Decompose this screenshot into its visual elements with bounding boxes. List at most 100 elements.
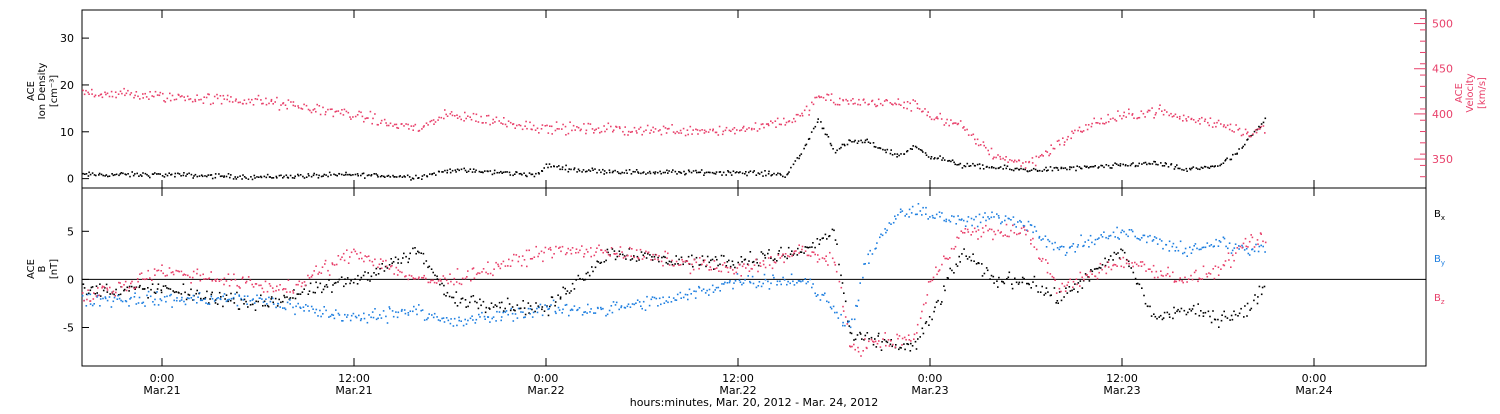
data-point [536, 311, 539, 314]
data-point [723, 255, 725, 257]
data-point [266, 290, 269, 293]
data-point [299, 293, 302, 295]
data-point [110, 90, 113, 93]
data-point [1262, 245, 1264, 248]
data-point [672, 131, 675, 133]
data-point [341, 173, 343, 176]
data-point [1210, 244, 1213, 246]
data-point [423, 174, 426, 176]
data-point [395, 123, 398, 126]
data-point [637, 171, 639, 173]
data-point [890, 223, 892, 225]
data-point [829, 142, 832, 145]
data-point [166, 97, 169, 100]
data-point [1263, 285, 1266, 288]
data-point [921, 327, 924, 330]
data-point [1029, 224, 1032, 226]
data-point [243, 295, 246, 297]
data-point [723, 262, 726, 264]
data-point [780, 283, 782, 286]
data-point [549, 125, 551, 127]
data-point [84, 173, 86, 175]
data-point [192, 294, 195, 297]
data-point [884, 332, 886, 334]
data-point [421, 309, 424, 311]
data-point [1009, 168, 1011, 171]
data-point [687, 133, 689, 136]
data-point [1109, 255, 1112, 257]
data-point [734, 132, 736, 135]
data-point [1007, 161, 1009, 163]
data-point [637, 172, 640, 174]
data-point [172, 271, 174, 273]
data-point [541, 124, 544, 126]
data-point [1041, 153, 1043, 156]
data-point [567, 170, 570, 173]
data-point [232, 296, 235, 299]
data-point [678, 258, 680, 261]
data-point [192, 270, 195, 273]
data-point [245, 177, 247, 179]
data-point [1049, 294, 1052, 297]
data-point [602, 307, 604, 310]
data-point [243, 298, 246, 301]
data-point [169, 92, 171, 95]
data-point [1145, 270, 1147, 272]
data-point [600, 261, 603, 264]
data-point [707, 171, 710, 174]
data-point [1030, 224, 1033, 227]
data-point [379, 258, 382, 260]
data-point [745, 171, 747, 173]
data-point [308, 174, 310, 177]
data-point [469, 168, 472, 170]
data-point [660, 172, 662, 175]
data-point [1123, 230, 1125, 233]
data-point [1100, 117, 1102, 120]
data-point [341, 256, 343, 258]
data-point [1011, 159, 1013, 162]
data-point [684, 293, 687, 296]
data-point [826, 238, 828, 240]
data-point [1177, 167, 1179, 170]
data-point [666, 257, 668, 259]
data-point [638, 301, 641, 303]
data-point [678, 132, 680, 134]
data-point [1062, 137, 1064, 139]
data-point [195, 292, 197, 295]
data-point [924, 108, 926, 110]
data-point [337, 110, 340, 112]
data-point [848, 325, 851, 327]
data-point [333, 317, 336, 320]
data-point [1257, 128, 1259, 130]
data-point [196, 289, 198, 292]
data-point [686, 260, 689, 262]
data-point [848, 320, 850, 323]
data-point [554, 301, 557, 303]
data-point [227, 273, 230, 275]
data-point [393, 176, 395, 178]
data-point [1244, 305, 1246, 307]
data-point [578, 170, 581, 172]
data-point [757, 172, 760, 174]
data-point [741, 265, 744, 268]
data-point [925, 321, 928, 323]
data-point [910, 110, 913, 112]
data-point [94, 94, 97, 97]
data-point [957, 215, 959, 217]
data-point [527, 302, 530, 304]
data-point [173, 291, 176, 294]
data-point [230, 292, 232, 295]
data-point [570, 308, 573, 311]
data-point [1231, 254, 1234, 257]
data-point [303, 281, 306, 283]
data-point [1053, 147, 1056, 150]
data-point [194, 173, 197, 176]
data-point [1208, 272, 1210, 274]
data-point [903, 336, 906, 339]
data-point [292, 290, 294, 292]
data-point [216, 93, 218, 96]
data-point [289, 303, 291, 305]
data-point [690, 171, 693, 174]
data-point [1087, 239, 1090, 241]
data-point [1253, 299, 1255, 302]
